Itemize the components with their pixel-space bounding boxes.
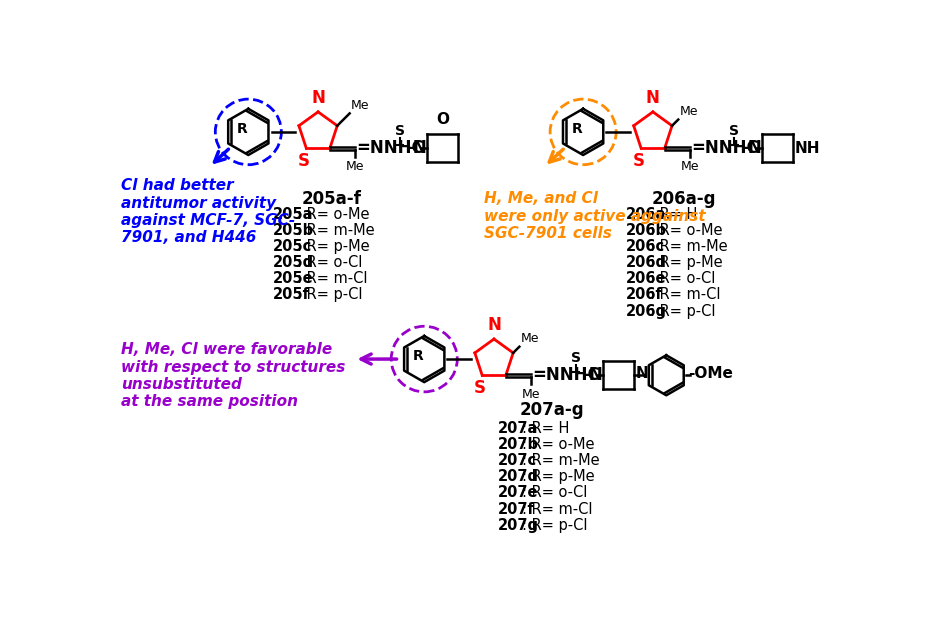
Text: : R= o-Cl: : R= o-Cl	[297, 255, 362, 270]
Text: 207a-g: 207a-g	[519, 402, 583, 420]
Text: 205e: 205e	[273, 271, 313, 286]
Text: : R= p-Cl: : R= p-Cl	[521, 518, 587, 533]
Text: Me: Me	[351, 99, 369, 112]
Text: : R= m-Me: : R= m-Me	[521, 453, 599, 468]
Text: N: N	[311, 89, 325, 108]
Text: 206g: 206g	[625, 303, 666, 319]
Text: R: R	[237, 122, 247, 136]
Text: -N: -N	[740, 139, 761, 157]
Text: : R= m-Cl: : R= m-Cl	[521, 502, 592, 517]
Text: H, Me, Cl were favorable
with respect to structures
unsubstituted
at the same po: H, Me, Cl were favorable with respect to…	[121, 342, 346, 409]
Text: : R= H: : R= H	[649, 206, 697, 222]
Text: 207f: 207f	[497, 502, 534, 517]
Text: : R= p-Me: : R= p-Me	[649, 255, 722, 270]
Text: 205c: 205c	[273, 239, 312, 254]
Text: Cl had better
antitumor activity
against MCF-7, SGC-
7901, and H446: Cl had better antitumor activity against…	[121, 178, 295, 245]
Text: 205d: 205d	[273, 255, 314, 270]
Text: 206d: 206d	[625, 255, 666, 270]
Text: : R= o-Me: : R= o-Me	[649, 222, 721, 238]
Text: : R= o-Me: : R= o-Me	[521, 437, 594, 452]
Text: S: S	[729, 124, 739, 138]
Text: : R= p-Cl: : R= p-Cl	[649, 303, 715, 319]
Text: 207b: 207b	[497, 437, 538, 452]
Text: 207e: 207e	[497, 485, 538, 501]
Text: N: N	[646, 89, 659, 108]
Text: 206f: 206f	[625, 287, 662, 302]
Text: : R= o-Cl: : R= o-Cl	[521, 485, 587, 501]
Text: Me: Me	[346, 161, 363, 174]
Text: 207a: 207a	[497, 421, 538, 436]
Text: S: S	[632, 152, 644, 170]
Text: : R= p-Me: : R= p-Me	[297, 239, 369, 254]
Text: N: N	[486, 316, 500, 334]
Text: 206a: 206a	[625, 206, 666, 222]
Text: N: N	[634, 366, 648, 381]
Text: -N: -N	[582, 366, 602, 384]
Text: Me: Me	[679, 105, 698, 118]
Text: S: S	[395, 124, 404, 138]
Text: : R= o-Me: : R= o-Me	[297, 206, 369, 222]
Text: 205f: 205f	[273, 287, 310, 302]
Text: -N: -N	[405, 139, 426, 157]
Text: =NNHC: =NNHC	[356, 139, 424, 157]
Text: 205a-f: 205a-f	[301, 190, 361, 208]
Text: 206e: 206e	[625, 271, 666, 286]
Text: S: S	[473, 379, 485, 397]
Text: 205a: 205a	[273, 206, 313, 222]
Text: -OMe: -OMe	[687, 366, 732, 381]
Text: : R= p-Cl: : R= p-Cl	[297, 287, 362, 302]
Text: R: R	[571, 122, 582, 136]
Text: O: O	[435, 111, 448, 127]
Text: 206a-g: 206a-g	[651, 190, 716, 208]
Text: : R= m-Cl: : R= m-Cl	[297, 271, 367, 286]
Text: =NNHC: =NNHC	[690, 139, 758, 157]
Text: 206c: 206c	[625, 239, 665, 254]
Text: H, Me, and Cl
were only active aggainst
SGC-7901 cells: H, Me, and Cl were only active aggainst …	[483, 191, 705, 241]
Text: 207d: 207d	[497, 469, 538, 484]
Text: 205b: 205b	[273, 222, 314, 238]
Text: Me: Me	[521, 387, 539, 400]
Text: S: S	[570, 351, 580, 365]
Text: 206b: 206b	[625, 222, 666, 238]
Text: NH: NH	[793, 141, 818, 156]
Text: S: S	[297, 152, 310, 170]
Text: : R= p-Me: : R= p-Me	[521, 469, 594, 484]
Text: : R= m-Cl: : R= m-Cl	[649, 287, 719, 302]
Text: Me: Me	[680, 161, 698, 174]
Text: R: R	[413, 349, 423, 363]
Text: : R= H: : R= H	[521, 421, 569, 436]
Text: : R= m-Me: : R= m-Me	[297, 222, 375, 238]
Text: 207c: 207c	[497, 453, 536, 468]
Text: Me: Me	[520, 332, 539, 345]
Text: 207g: 207g	[497, 518, 538, 533]
Text: : R= m-Me: : R= m-Me	[649, 239, 727, 254]
Text: : R= o-Cl: : R= o-Cl	[649, 271, 715, 286]
Text: =NNHC: =NNHC	[531, 366, 599, 384]
